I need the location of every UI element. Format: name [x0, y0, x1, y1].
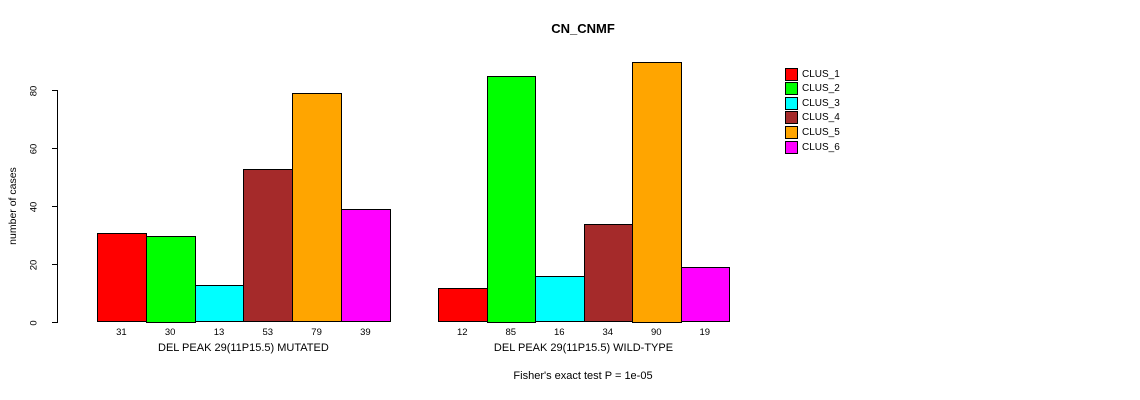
- y-axis-label: number of cases: [7, 167, 19, 245]
- chart-title: CN_CNMF: [551, 21, 615, 36]
- bar-clus_6-group2: [680, 267, 730, 323]
- bar-clus_2-group2: [486, 76, 536, 323]
- legend-label: CLUS_3: [802, 97, 840, 109]
- bar-value-label: 19: [699, 327, 711, 338]
- y-axis-tick: [52, 90, 57, 91]
- bar-clus_2-group1: [145, 235, 196, 323]
- y-axis-tick: [52, 264, 57, 265]
- legend-swatch-icon: [785, 111, 798, 125]
- fisher-test-annotation: Fisher's exact test P = 1e-05: [513, 370, 653, 382]
- y-axis-tick: [52, 206, 57, 207]
- legend-item-clus_1: CLUS_1: [785, 67, 840, 82]
- legend-item-clus_5: CLUS_5: [785, 125, 840, 140]
- bar-value-label: 85: [505, 327, 517, 338]
- legend-swatch-icon: [785, 82, 798, 96]
- legend-label: CLUS_5: [802, 126, 840, 138]
- bar-value-label: 39: [360, 327, 371, 338]
- bar-value-label: 90: [650, 327, 662, 338]
- bar-value-label: 13: [213, 327, 225, 338]
- legend-item-clus_6: CLUS_6: [785, 140, 840, 155]
- legend-label: CLUS_1: [802, 68, 840, 80]
- bar-clus_1-group2: [438, 287, 488, 323]
- legend-swatch-icon: [785, 125, 798, 139]
- legend: CLUS_1 CLUS_2 CLUS_3 CLUS_4 CLUS_5 CLUS_6: [785, 67, 840, 154]
- legend-item-clus_3: CLUS_3: [785, 96, 840, 111]
- bar-clus_6-group1: [341, 209, 391, 323]
- bar-value-label: 30: [164, 327, 176, 338]
- y-axis-tick-label: 0: [28, 319, 40, 326]
- bar-value-label: 31: [116, 327, 127, 338]
- legend-swatch-icon: [785, 96, 798, 110]
- bar-value-label: 16: [553, 327, 565, 338]
- bar-value-label: 53: [262, 327, 274, 338]
- legend-item-clus_2: CLUS_2: [785, 82, 840, 97]
- y-axis-tick-label: 80: [28, 85, 40, 96]
- legend-label: CLUS_6: [802, 141, 840, 153]
- bar-clus_1-group1: [97, 232, 147, 323]
- bar-clus_3-group1: [194, 284, 245, 323]
- legend-swatch-icon: [785, 140, 798, 154]
- bar-value-label: 79: [311, 327, 322, 338]
- bar-value-label: 12: [456, 327, 468, 338]
- y-axis-tick: [52, 148, 57, 149]
- legend-swatch-icon: [785, 67, 798, 81]
- bar-value-label: 34: [602, 327, 614, 338]
- legend-label: CLUS_2: [802, 83, 840, 95]
- group-label-2: DEL PEAK 29(11P15.5) WILD-TYPE: [493, 342, 674, 354]
- bar-clus_3-group2: [535, 276, 585, 323]
- bar-clus_5-group1: [292, 93, 342, 323]
- y-axis-line: [57, 90, 58, 323]
- y-axis-tick-label: 60: [28, 143, 40, 154]
- bar-clus_5-group2: [632, 61, 682, 323]
- bar-clus_4-group1: [243, 168, 294, 323]
- y-axis-tick-label: 20: [28, 259, 40, 270]
- bar-clus_4-group2: [583, 223, 633, 323]
- group-label-1: DEL PEAK 29(11P15.5) MUTATED: [158, 342, 329, 354]
- y-axis-tick-label: 40: [28, 201, 40, 212]
- legend-label: CLUS_4: [802, 112, 840, 124]
- legend-item-clus_4: CLUS_4: [785, 111, 840, 126]
- y-axis-tick: [52, 322, 57, 323]
